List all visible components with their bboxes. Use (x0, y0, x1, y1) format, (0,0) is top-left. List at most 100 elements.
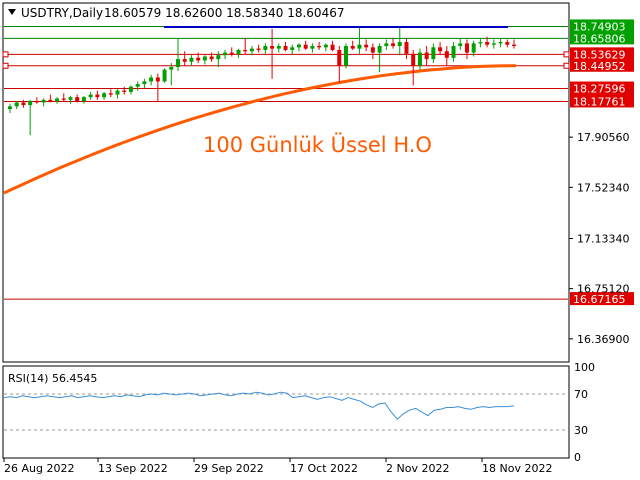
price-axis-label: 17.90560 (577, 131, 630, 144)
rsi-title: RSI(14) 56.4545 (8, 372, 97, 385)
candle-body (323, 44, 328, 48)
candle-body (377, 46, 382, 53)
candle-body (276, 46, 281, 49)
candle-body (128, 86, 133, 92)
candle-body (411, 53, 416, 66)
date-axis-label: 2 Nov 2022 (386, 462, 449, 475)
candle-body (102, 93, 107, 98)
candle-body (149, 77, 154, 82)
main-panel-frame (2, 2, 570, 363)
price-axis-label: 16.75120 (577, 283, 630, 296)
candle-body (451, 46, 456, 58)
candle-body (21, 102, 26, 106)
candle-body (512, 44, 516, 46)
candle-body (404, 42, 409, 54)
ema-annotation: 100 Günlük Üssel H.O (203, 132, 432, 157)
candle-body (155, 77, 160, 82)
candle-body (317, 46, 322, 48)
price-tag-label: 18.74903 (573, 20, 626, 33)
candle-body (176, 59, 180, 67)
price-axis-layer: 17.90560 17.52340 17.13340 16.75120 16.36900 (569, 131, 630, 346)
candle-body (391, 43, 396, 46)
candle-body (88, 94, 93, 98)
candle-body (202, 56, 207, 61)
candle-body (464, 43, 469, 53)
candle-body (444, 51, 449, 58)
rsi-axis-label: 30 (574, 424, 588, 437)
price-tag-label: 18.53629 (573, 48, 626, 61)
candle-body (122, 90, 127, 92)
candle-body (8, 106, 12, 109)
candle-body (243, 49, 248, 52)
date-axis-label: 17 Oct 2022 (290, 462, 358, 475)
candle-body (498, 42, 503, 44)
ema-layer (3, 64, 516, 195)
rsi-layer: 100 70 30 0 (3, 361, 595, 464)
date-axis-label: 29 Sep 2022 (194, 462, 264, 475)
candle-body (424, 52, 429, 60)
candle-body (75, 97, 80, 102)
price-tag (570, 19, 634, 33)
ema-100-line (3, 64, 516, 195)
candle-body (370, 47, 375, 53)
candle-body (55, 98, 60, 102)
price-tag (570, 81, 634, 95)
candle-body (135, 84, 140, 87)
level-marker-right (563, 62, 570, 69)
price-tag-label: 18.65806 (573, 32, 626, 45)
candle-body (34, 101, 39, 103)
candle-body (283, 46, 288, 50)
candle-body (310, 46, 315, 49)
rsi-axis-label: 70 (574, 388, 588, 401)
price-axis-label: 17.13340 (577, 232, 630, 245)
candle-body (438, 47, 443, 52)
candle-body (41, 99, 46, 103)
date-axis-label: 18 Nov 2022 (482, 462, 552, 475)
level-marker-left (2, 62, 9, 69)
candle-body (229, 52, 234, 54)
rsi-axis-label: 100 (574, 361, 595, 374)
candle-body (249, 48, 254, 52)
chevron-down-icon[interactable] (8, 9, 16, 15)
candle-body (350, 46, 355, 49)
price-tag-label: 18.44952 (573, 60, 626, 73)
candle-body (270, 46, 275, 49)
price-tag-label: 16.67165 (573, 293, 626, 306)
candle-body (364, 44, 369, 48)
price-tag (570, 94, 634, 108)
candle-body (344, 46, 348, 66)
price-axis-label: 17.52340 (577, 181, 630, 194)
candle-body (303, 44, 308, 49)
candle-body (95, 94, 100, 98)
rsi-panel-frame (2, 365, 570, 459)
candle-body (182, 59, 187, 62)
candle-body (478, 42, 483, 44)
candle-body (216, 55, 221, 60)
candle-body (431, 47, 436, 60)
candle-body (256, 48, 261, 50)
candle-body (81, 97, 86, 102)
candle-body (505, 42, 510, 45)
price-tag (570, 47, 634, 61)
candle-body (28, 101, 33, 106)
candle-body (357, 44, 362, 49)
symbol-label: USDTRY,Daily (21, 6, 103, 20)
candle-body (296, 44, 301, 48)
level-marker-right (563, 51, 570, 58)
candle-body (48, 99, 53, 102)
candle-body (330, 44, 335, 50)
price-tag (570, 31, 634, 45)
candle-body (491, 43, 496, 45)
candle-body (397, 42, 402, 46)
date-axis-layer: 26 Aug 2022 13 Sep 2022 29 Sep 2022 17 Oct … (3, 458, 552, 475)
candle-body (263, 46, 268, 50)
price-tag-label: 18.27596 (573, 83, 626, 96)
price-tag (570, 292, 634, 306)
level-marker-left (2, 51, 9, 58)
candle-body (290, 47, 295, 50)
candle-body (14, 102, 19, 107)
candle-body (115, 90, 120, 95)
